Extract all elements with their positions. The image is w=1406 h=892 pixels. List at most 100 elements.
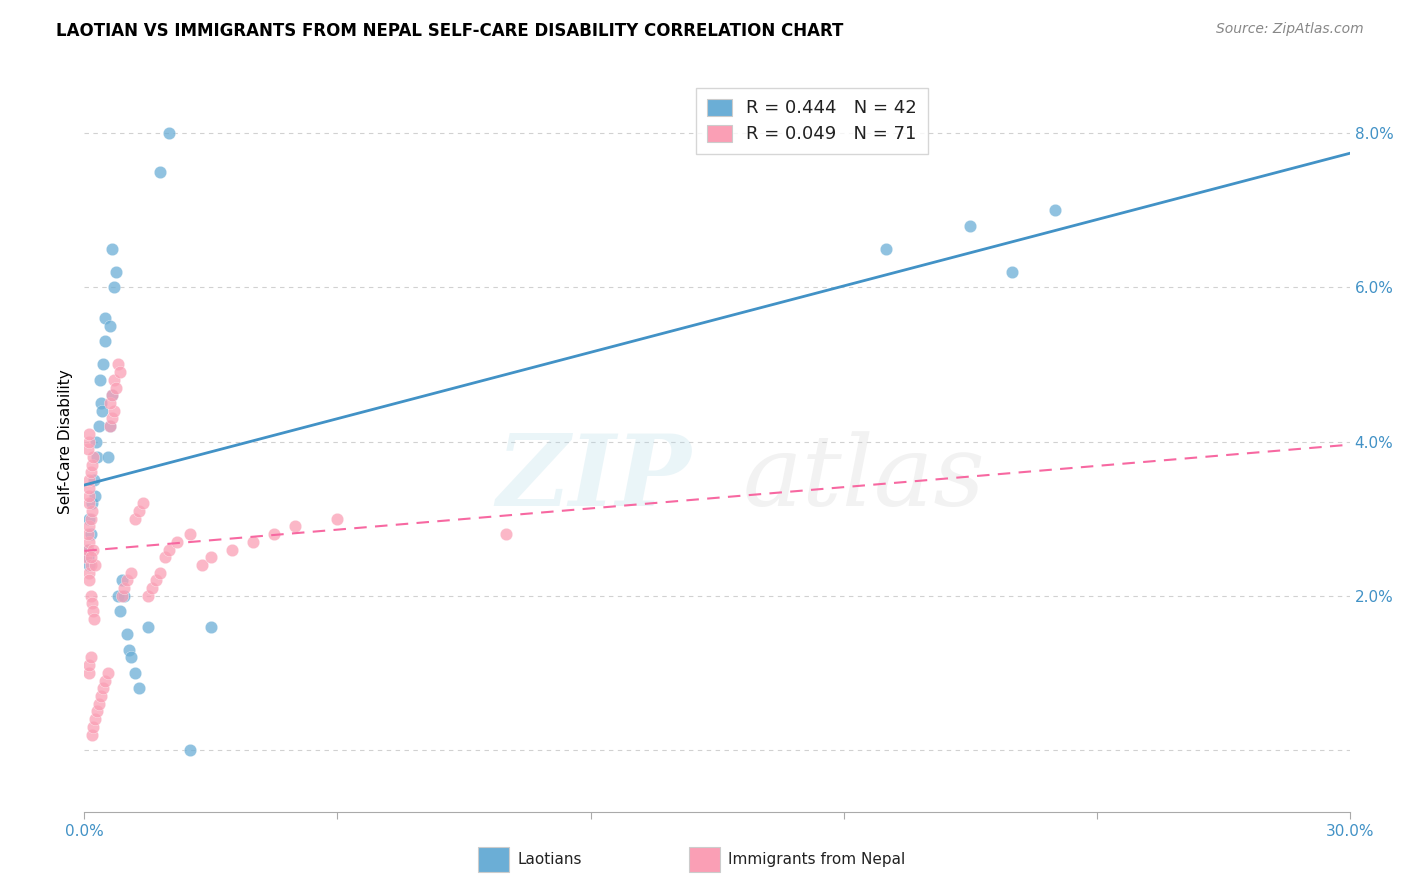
- Point: [79, 511, 103, 525]
- Point: [79, 466, 103, 480]
- Point: [105, 265, 127, 279]
- Point: [79, 650, 103, 665]
- Point: [1001, 265, 1024, 279]
- Point: [124, 665, 146, 680]
- Point: [86, 450, 108, 464]
- Text: Immigrants from Nepal: Immigrants from Nepal: [728, 853, 905, 867]
- Point: [110, 365, 132, 379]
- Point: [101, 411, 124, 425]
- Point: [96, 665, 118, 680]
- Point: [875, 242, 897, 256]
- Point: [82, 450, 104, 464]
- Point: [80, 728, 103, 742]
- Point: [105, 380, 127, 394]
- Point: [79, 558, 103, 572]
- Text: Laotians: Laotians: [517, 853, 582, 867]
- Point: [132, 496, 155, 510]
- Point: [79, 589, 103, 603]
- Point: [79, 519, 101, 533]
- Point: [128, 504, 150, 518]
- Point: [76, 550, 98, 565]
- Point: [80, 597, 103, 611]
- Point: [115, 574, 138, 588]
- Point: [118, 642, 141, 657]
- Point: [80, 504, 103, 518]
- Point: [114, 581, 135, 595]
- Point: [136, 589, 159, 603]
- Point: [103, 373, 125, 387]
- Point: [87, 419, 111, 434]
- Point: [101, 388, 124, 402]
- Point: [111, 574, 134, 588]
- Point: [98, 419, 121, 434]
- Point: [83, 473, 105, 487]
- Legend: R = 0.444   N = 42, R = 0.049   N = 71: R = 0.444 N = 42, R = 0.049 N = 71: [696, 87, 928, 154]
- Point: [77, 534, 100, 549]
- Point: [120, 566, 142, 580]
- Point: [96, 450, 118, 464]
- Point: [93, 681, 115, 696]
- Point: [79, 527, 103, 541]
- Point: [82, 604, 104, 618]
- Point: [98, 419, 121, 434]
- Point: [84, 712, 107, 726]
- Point: [93, 358, 115, 372]
- Point: [145, 574, 167, 588]
- Point: [179, 743, 201, 757]
- Point: [200, 620, 222, 634]
- Point: [76, 550, 98, 565]
- Point: [101, 242, 124, 256]
- Point: [84, 558, 107, 572]
- Point: [98, 318, 121, 333]
- Point: [89, 373, 111, 387]
- Y-axis label: Self-Care Disability: Self-Care Disability: [58, 369, 73, 514]
- Point: [93, 334, 115, 349]
- Point: [959, 219, 981, 233]
- Point: [107, 589, 129, 603]
- Point: [94, 673, 117, 688]
- Point: [103, 280, 125, 294]
- Point: [76, 527, 98, 541]
- Point: [98, 396, 121, 410]
- Point: [495, 527, 517, 541]
- Point: [124, 511, 146, 525]
- Point: [87, 697, 111, 711]
- Point: [79, 489, 101, 503]
- Point: [110, 604, 132, 618]
- Point: [136, 620, 159, 634]
- Point: [79, 558, 101, 572]
- Point: [80, 458, 103, 472]
- Point: [221, 542, 243, 557]
- Point: [114, 589, 135, 603]
- Point: [79, 566, 101, 580]
- Point: [101, 388, 124, 402]
- Point: [86, 705, 108, 719]
- Point: [263, 527, 285, 541]
- Point: [90, 396, 112, 410]
- Point: [79, 473, 101, 487]
- Point: [79, 658, 101, 673]
- Point: [157, 126, 180, 140]
- Point: [103, 403, 125, 417]
- Point: [84, 489, 107, 503]
- Point: [326, 511, 349, 525]
- Point: [128, 681, 150, 696]
- Point: [77, 496, 100, 510]
- Text: atlas: atlas: [742, 431, 986, 526]
- Text: Source: ZipAtlas.com: Source: ZipAtlas.com: [1216, 22, 1364, 37]
- Point: [1043, 203, 1066, 218]
- Text: LAOTIAN VS IMMIGRANTS FROM NEPAL SELF-CARE DISABILITY CORRELATION CHART: LAOTIAN VS IMMIGRANTS FROM NEPAL SELF-CA…: [56, 22, 844, 40]
- Point: [115, 627, 138, 641]
- Point: [77, 574, 100, 588]
- Point: [166, 534, 188, 549]
- Point: [82, 720, 104, 734]
- Point: [94, 311, 117, 326]
- Point: [84, 434, 107, 449]
- Point: [82, 542, 104, 557]
- Point: [76, 542, 98, 557]
- Point: [80, 496, 103, 510]
- Point: [200, 550, 222, 565]
- Point: [107, 358, 129, 372]
- Point: [153, 550, 176, 565]
- Point: [242, 534, 264, 549]
